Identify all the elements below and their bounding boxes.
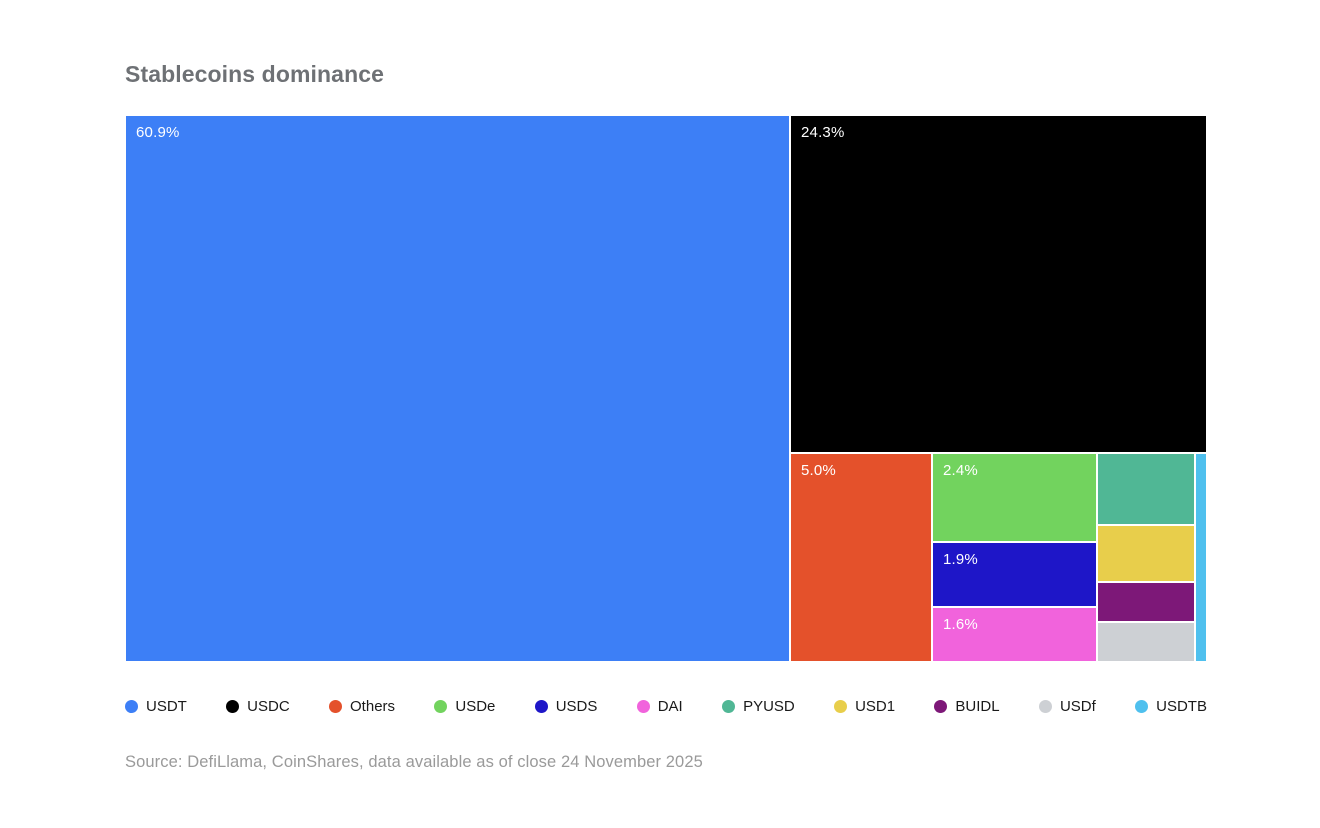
legend-label: BUIDL — [955, 697, 1000, 715]
treemap-cell-value-label: 60.9% — [136, 123, 180, 141]
treemap-cell-usde: 2.4% — [931, 452, 1097, 542]
treemap-cell-usdf — [1096, 621, 1195, 662]
treemap-cell-pyusd — [1096, 452, 1195, 525]
legend-item-usd1: USD1 — [834, 698, 895, 715]
legend-label: USDe — [455, 697, 496, 715]
chart-page: Stablecoins dominance 60.9% 24.3% 5.0% 2.4%… — [125, 60, 1207, 772]
legend-item-usde: USDe — [434, 698, 495, 715]
legend-dot-icon — [534, 699, 548, 713]
legend-item-usdt: USDT — [125, 698, 187, 715]
treemap-cell-usdt: 60.9% — [125, 114, 790, 662]
treemap-cell-usd1 — [1096, 524, 1195, 582]
legend-label: USDC — [247, 697, 290, 715]
treemap-cell-value-label: 2.4% — [942, 461, 978, 479]
legend-item-others: Others — [329, 698, 395, 715]
legend-label: USDf — [1059, 697, 1096, 715]
treemap-cell-usdtb — [1194, 452, 1207, 662]
treemap-cell-value-label: 1.6% — [942, 615, 978, 633]
legend-dot-icon — [934, 699, 948, 713]
treemap-cell-others: 5.0% — [789, 452, 932, 662]
legend-dot-icon — [434, 699, 448, 713]
treemap-cell-dai: 1.6% — [931, 606, 1097, 662]
legend-item-pyusd: PYUSD — [722, 698, 795, 715]
legend-item-usdf: USDf — [1038, 697, 1096, 715]
legend-label: PYUSD — [743, 697, 795, 715]
legend-item-usds: USDS — [534, 697, 598, 715]
legend-dot-icon — [125, 699, 138, 713]
treemap-cell-usds: 1.9% — [931, 541, 1097, 607]
treemap-cell-usdc: 24.3% — [789, 114, 1207, 453]
chart-title: Stablecoins dominance — [125, 61, 384, 87]
treemap-cell-value-label: 24.3% — [800, 123, 845, 141]
treemap-cell-value-label: 5.0% — [800, 461, 836, 479]
legend-label: USDS — [555, 697, 598, 715]
legend-dot-icon — [722, 699, 736, 713]
legend-label: USDTB — [1156, 697, 1207, 715]
legend-item-dai: DAI — [636, 697, 683, 715]
legend-dot-icon — [636, 699, 650, 713]
legend-label: USD1 — [855, 697, 896, 715]
source-note: Source: DefiLlama, CoinShares, data avai… — [125, 752, 703, 771]
legend-item-usdc: USDC — [226, 698, 290, 715]
legend-label: USDT — [146, 697, 187, 715]
legend-dot-icon — [1038, 699, 1052, 713]
legend-dot-icon — [834, 699, 848, 713]
legend-label: Others — [350, 697, 396, 715]
legend-dot-icon — [1135, 699, 1149, 713]
legend-item-buidl: BUIDL — [934, 697, 1000, 715]
legend-item-usdtb: USDTB — [1135, 698, 1207, 715]
treemap: 60.9% 24.3% 5.0% 2.4% 1.9% 1.6% — [125, 114, 1207, 662]
treemap-cell-buidl — [1096, 581, 1195, 622]
legend-label: DAI — [657, 697, 683, 715]
legend-dot-icon — [329, 699, 343, 713]
treemap-cell-value-label: 1.9% — [942, 550, 978, 568]
legend: USDT USDC Others USDe USDS DAI PYUSD USD1 BUIDL U… — [125, 698, 1207, 715]
legend-dot-icon — [226, 699, 240, 713]
